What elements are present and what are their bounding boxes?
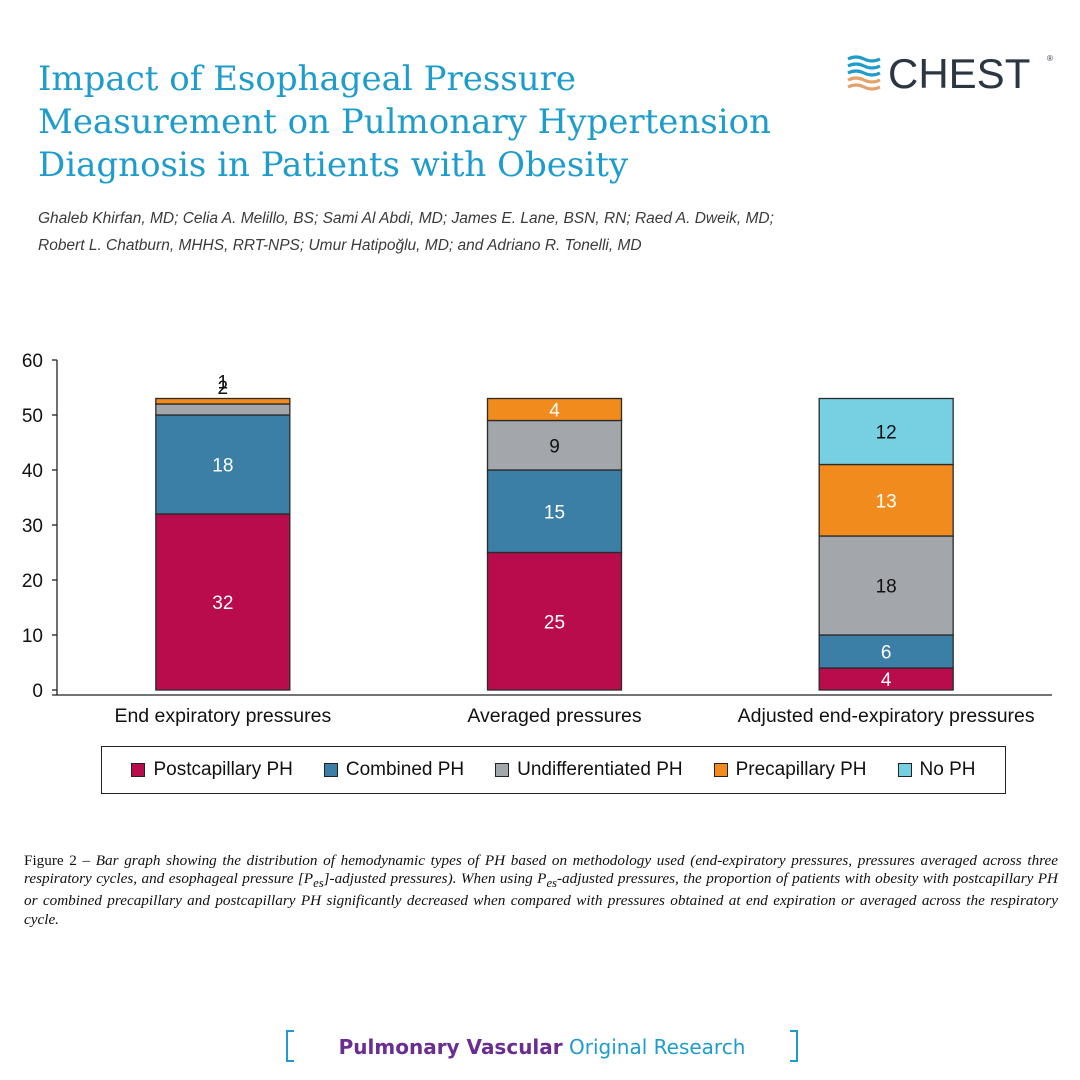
data-label: 32 — [212, 593, 233, 614]
stacked-bar-chart: 0 10 20 30 40 50 60 32 18 21 End expiratory pressu… — [22, 351, 1052, 727]
legend-item: No PH — [897, 759, 976, 781]
x-tick-label: Adjusted end-expiratory pressures — [738, 705, 1035, 727]
caption-text: Bar graph showing the distribution of he… — [24, 852, 1059, 888]
legend-label: Postcapillary PH — [153, 759, 293, 780]
bar-segment — [155, 513, 291, 691]
logo-text: CHEST — [888, 50, 1031, 97]
x-tick-label: End expiratory pressures — [114, 705, 331, 727]
chest-logo-mark-icon — [847, 55, 881, 91]
caption-label: Figure 2 – — [24, 852, 96, 869]
author-line: Ghaleb Khirfan, MD; Celia A. Melillo, BS… — [38, 210, 774, 227]
y-tick-label: 30 — [22, 516, 43, 537]
legend-item: Combined PH — [323, 759, 465, 781]
data-label: 2 — [218, 378, 229, 399]
title-line: Measurement on Pulmonary Hypertension — [38, 102, 771, 142]
legend-swatch — [323, 763, 338, 777]
data-label: 1 — [218, 373, 229, 394]
data-label: 13 — [876, 491, 897, 512]
logo-registered-mark: ® — [1047, 54, 1053, 63]
bar-segment — [818, 463, 954, 537]
y-tick-label: 20 — [22, 571, 43, 592]
caption-text: -adjusted pressures, the proportion of p… — [24, 870, 1058, 928]
footer-category: Pulmonary Vascular — [338, 1035, 563, 1059]
bar-segment — [818, 397, 954, 466]
legend-swatch — [713, 763, 728, 777]
title-line: Diagnosis in Patients with Obesity — [38, 145, 629, 185]
bar-segment — [818, 535, 954, 636]
legend-item: Postcapillary PH — [131, 759, 293, 781]
legend-item: Undifferentiated PH — [495, 759, 683, 781]
y-tick-label: 50 — [22, 406, 43, 427]
caption-text: ]-adjusted pressures). When using P — [323, 870, 547, 888]
x-tick-label: Averaged pressures — [467, 705, 641, 727]
y-tick-label: 40 — [22, 461, 43, 482]
data-label: 4 — [549, 401, 560, 422]
data-label: 6 — [881, 643, 892, 664]
y-tick-label: 10 — [22, 626, 43, 647]
bar-segment — [486, 397, 623, 422]
legend-label: No PH — [919, 759, 976, 780]
y-tick-label: 0 — [32, 681, 43, 702]
bar-segment — [155, 397, 291, 405]
bar-segment — [155, 414, 291, 515]
author-line: Robert L. Chatburn, MHHS, RRT-NPS; Umur … — [38, 237, 642, 254]
caption-subscript: es — [313, 876, 324, 891]
data-label: 25 — [544, 612, 565, 633]
y-tick-label: 60 — [22, 351, 43, 372]
article-title: Impact of Esophageal Pressure Measuremen… — [38, 58, 818, 187]
figure-caption: Figure 2 – Bar graph showing the distrib… — [24, 852, 1058, 929]
bar-segment — [155, 403, 291, 416]
legend-label: Combined PH — [345, 759, 465, 780]
legend-label: Precapillary PH — [735, 759, 867, 780]
data-label: 15 — [544, 502, 565, 523]
legend-item: Precapillary PH — [713, 759, 867, 781]
right-bracket — [790, 1030, 798, 1062]
data-label: 18 — [876, 577, 897, 598]
data-label: 12 — [876, 423, 897, 444]
chest-logo: CHEST ® — [846, 50, 1056, 98]
article-category-footer: Pulmonary Vascular Original Research — [286, 1030, 798, 1066]
data-label: 18 — [212, 456, 233, 477]
legend-swatch — [897, 763, 912, 777]
legend-swatch — [131, 763, 146, 777]
footer-type: Original Research — [569, 1035, 746, 1059]
legend-swatch — [495, 763, 510, 777]
legend-label: Undifferentiated PH — [517, 759, 683, 780]
chart-legend: Postcapillary PH Combined PH Undifferentia… — [101, 746, 1006, 794]
left-bracket — [286, 1030, 294, 1062]
data-label: 4 — [881, 670, 892, 691]
footer-text: Pulmonary Vascular Original Research — [286, 1035, 798, 1059]
title-line: Impact of Esophageal Pressure — [38, 59, 577, 99]
data-label: 9 — [549, 436, 560, 457]
caption-subscript: es — [546, 876, 557, 891]
author-list: Ghaleb Khirfan, MD; Celia A. Melillo, BS… — [38, 205, 1038, 259]
